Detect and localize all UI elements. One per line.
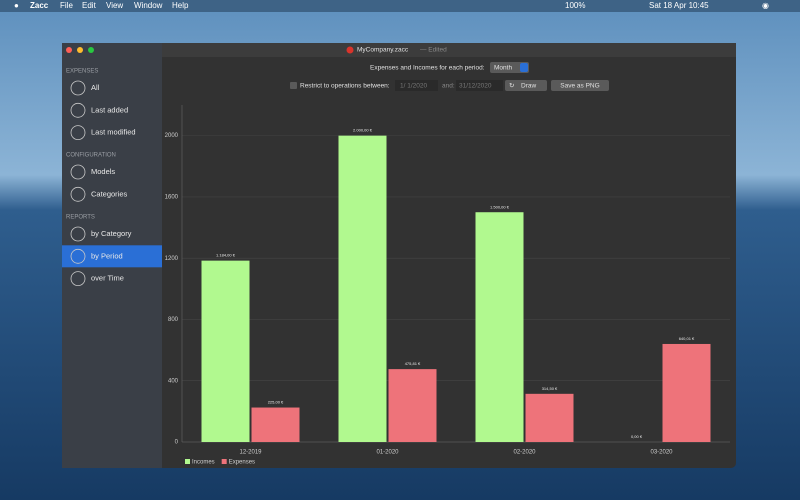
close-button[interactable] [66,47,72,53]
bar [662,343,711,442]
section-header: EXPENSES [66,69,98,75]
restrict-label: Restrict to operations between: [300,83,390,90]
minimize-button[interactable] [77,47,83,53]
legend-swatch [185,459,190,464]
period-label: Expenses and Incomes for each period: [370,65,485,72]
sidebar-item[interactable]: Last added [91,105,128,114]
x-tick-label: 01-2020 [376,450,399,456]
bar [251,407,300,442]
value-label: 1.184,00 € [216,253,236,258]
zoom-button[interactable] [88,47,94,53]
start-date[interactable]: 1/ 1/2020 [400,83,427,90]
item-icon [70,271,86,287]
battery: 100% [565,1,585,10]
apple-menu[interactable]: ● [14,1,19,10]
sidebar-item[interactable]: Last modified [91,128,136,137]
menu-item[interactable]: Help [172,1,189,10]
clock[interactable]: Sat 18 Apr 10:45 [649,1,709,10]
end-date-field[interactable] [456,80,503,91]
menu-item[interactable]: File [60,1,73,10]
bar [525,393,574,442]
draw-button[interactable] [505,80,547,91]
save-label[interactable]: Save as PNG [560,83,599,90]
legend-label: Expenses [229,460,255,466]
period-popup[interactable] [490,62,529,73]
sidebar-item[interactable]: Categories [91,189,128,198]
item-icon [70,186,86,202]
y-tick-label: 0 [175,440,179,446]
item-icon [70,125,86,141]
sidebar-items: EXPENSES All Last added Last modified CONFIG… [62,69,162,287]
window-status: — Edited [420,47,447,54]
value-label: 2.000,00 € [353,128,373,133]
value-label: 1.500,00 € [490,204,510,209]
legend-label: Incomes [192,460,215,466]
bar [201,260,250,442]
menu-item[interactable]: Edit [82,1,97,10]
menu-item[interactable]: Window [134,1,163,10]
save-button[interactable] [551,80,609,91]
sidebar-item[interactable]: by Period [91,251,123,260]
y-tick-label: 400 [168,378,179,384]
sidebar-item[interactable]: Models [91,167,115,176]
sidebar-item[interactable]: by Category [91,229,132,238]
y-tick-label: 800 [168,317,179,323]
sidebar-item[interactable]: over Time [91,274,124,283]
item-icon [70,226,86,242]
value-label: 640,01 € [679,336,695,341]
value-label: 0,00 € [631,434,643,439]
item-icon [70,248,86,264]
value-label: 475,81 € [405,361,421,366]
user-icon[interactable]: ◉ [762,1,769,10]
start-date-field[interactable] [395,80,438,91]
restrict-checkbox[interactable] [290,82,297,89]
item-icon [70,164,86,180]
and-label: and: [442,83,455,90]
bar [475,212,524,442]
y-tick-label: 1600 [165,194,179,200]
menu-bar [0,0,800,12]
window-title: MyCompany.zacc [357,47,409,54]
title-bar [162,43,736,57]
draw-icon[interactable]: ↻ [509,83,515,90]
doc-icon [346,46,354,54]
bar [388,369,437,442]
selected-row [62,245,162,268]
item-icon [70,102,86,118]
end-date[interactable]: 31/12/2020 [459,83,492,90]
period-value[interactable]: Month [494,65,512,72]
legend-swatch [221,459,227,464]
y-tick-label: 2000 [165,133,179,139]
value-label: 314,50 € [542,386,558,391]
x-tick-label: 12-2019 [239,450,262,456]
popup-arrow[interactable] [520,63,528,72]
y-tick-label: 1200 [165,256,179,262]
x-tick-label: 03-2020 [650,450,673,456]
section-header: REPORTS [66,215,95,221]
bar [338,135,387,443]
x-tick-label: 02-2020 [513,450,536,456]
sidebar-item[interactable]: All [91,83,100,92]
draw-label[interactable]: Draw [521,83,536,90]
chart: 0 400 800 1200 1600 2000 12-2019 1.184,00 € 225,… [165,105,730,466]
value-label: 225,00 € [268,400,284,405]
item-icon [70,80,86,96]
menu-item[interactable]: View [106,1,123,10]
app-menu[interactable]: Zacc [30,1,49,10]
section-header: CONFIGURATION [66,153,116,159]
